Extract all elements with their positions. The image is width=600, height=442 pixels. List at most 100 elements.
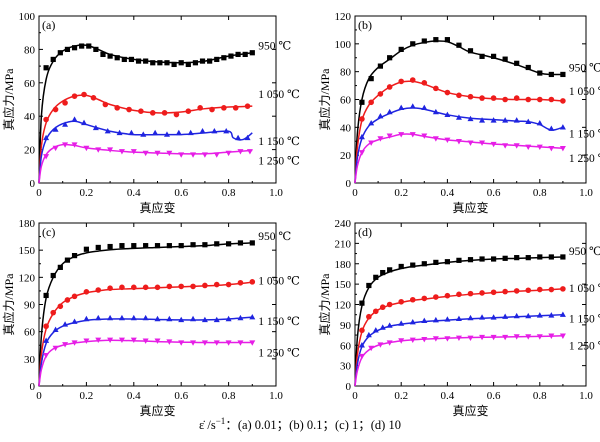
data-point [525,255,531,261]
x-tick-label: 0.4 [441,187,455,199]
data-point [368,345,375,352]
data-point [502,334,509,341]
data-point [467,314,474,321]
data-point [456,92,462,99]
data-point [559,311,566,317]
data-point [178,60,184,66]
data-point [79,43,85,49]
data-point [237,279,244,286]
y-tick-label: 210 [335,238,352,250]
data-point [368,140,375,146]
x-tick-label: 0 [36,187,42,199]
data-point [163,131,170,137]
data-point [559,146,566,152]
data-point [71,93,78,99]
series-2: 1 050 ℃ [38,89,300,184]
data-point [62,142,69,148]
data-point [536,119,543,126]
data-point [379,304,386,311]
data-point [213,316,220,323]
data-point [142,314,149,321]
data-point [114,55,120,61]
data-point [57,303,64,310]
data-point [71,142,78,148]
data-point [118,337,125,344]
data-point [386,301,393,308]
series-label: 950 ℃ [258,231,291,243]
data-point [43,65,49,71]
x-tick-label: 0.4 [441,390,455,402]
panel-label: (a) [42,18,55,32]
data-point [398,320,405,326]
data-point [467,93,474,100]
data-point [479,140,486,146]
data-point [64,297,71,303]
data-point [86,43,92,49]
data-point [386,340,393,346]
series-label: 1 250 ℃ [258,348,300,360]
data-point [456,257,462,263]
data-point [548,146,555,152]
data-point [514,60,520,66]
data-point [479,314,486,320]
data-point [64,46,71,52]
data-point [237,340,244,346]
x-axis-title: 真应变 [139,200,175,215]
y-tick-label: 100 [19,11,36,23]
data-point [467,290,474,297]
data-point [358,150,365,156]
data-point [359,99,365,105]
data-point [525,312,532,319]
data-point [386,133,393,139]
data-point [514,255,520,261]
data-point [226,241,232,247]
x-tick-label: 0 [352,390,358,402]
data-point [142,284,149,291]
y-tick-label: 0 [30,178,36,190]
data-point [228,53,234,59]
x-axis-title: 真应变 [452,403,488,418]
y-tick-label: 80 [24,44,36,56]
data-point [52,326,59,333]
x-tick-label: 0.8 [222,390,236,402]
data-point [71,318,78,324]
data-point [359,116,365,122]
data-point [456,42,462,48]
data-point [398,338,405,344]
x-tick-label: 0 [352,187,358,199]
data-point [386,322,393,328]
data-point [121,56,127,63]
data-point [232,105,239,111]
data-point [43,323,49,330]
data-point [43,116,49,123]
plot-frame [38,15,277,184]
data-point [62,342,69,348]
data-point [398,46,404,52]
data-point [559,333,566,339]
y-tick-label: 150 [335,279,352,291]
data-point [502,313,509,319]
y-axis-title: 真应力/MPa [317,273,332,336]
data-point [57,50,63,56]
series-line [354,40,563,184]
data-point [213,340,220,346]
data-point [444,316,451,322]
data-point [548,125,555,131]
data-point [525,144,532,151]
y-tick-label: 120 [19,272,36,284]
data-point [126,106,132,113]
y-tick-label: 120 [335,11,352,23]
data-point [409,318,416,325]
data-point [455,114,462,120]
data-point [52,145,59,152]
data-point [467,115,474,122]
series-4: 1 250 ℃ [38,337,300,387]
series-1: 950 ℃ [354,246,600,387]
data-point [377,91,384,97]
data-point [95,147,102,153]
data-point [249,340,256,346]
data-point [128,129,135,136]
data-point [166,339,173,345]
data-point [373,274,379,280]
data-point [455,335,462,341]
